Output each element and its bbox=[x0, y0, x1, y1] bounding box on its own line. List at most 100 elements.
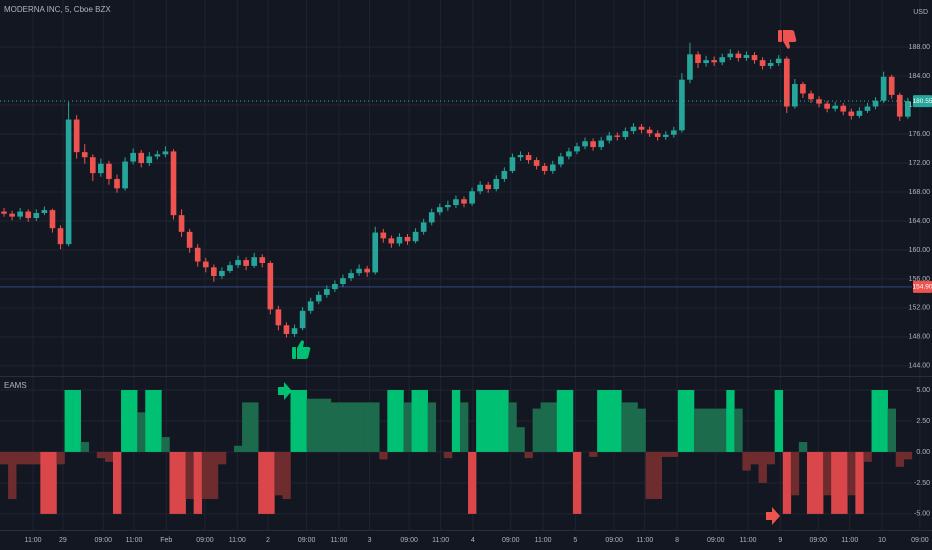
x-tick-label: 8 bbox=[675, 537, 679, 544]
buy-signal-icon bbox=[292, 340, 311, 359]
x-tick-label: 11:00 bbox=[25, 537, 42, 544]
y-tick-label: 184.00 bbox=[909, 73, 931, 80]
candle-body bbox=[638, 126, 645, 130]
histogram-bar bbox=[629, 402, 638, 452]
candle-body bbox=[356, 268, 362, 274]
histogram-bar bbox=[258, 451, 267, 514]
candle-body bbox=[9, 213, 15, 217]
candle-body bbox=[800, 84, 806, 94]
x-tick-label: 09:00 bbox=[196, 537, 214, 544]
histogram-bar bbox=[532, 408, 541, 452]
x-tick-label: 29 bbox=[59, 537, 67, 544]
candle-body bbox=[49, 210, 56, 229]
histogram-bar bbox=[782, 451, 792, 514]
histogram-bar bbox=[516, 427, 525, 452]
x-tick-label: 5 bbox=[573, 537, 577, 544]
histogram-bar bbox=[290, 390, 299, 452]
histogram-bar bbox=[564, 390, 574, 452]
candle-body bbox=[291, 328, 298, 334]
histogram-bar bbox=[572, 451, 582, 514]
candle-body bbox=[299, 310, 306, 329]
histogram-bar bbox=[322, 398, 332, 452]
histogram-bar bbox=[758, 451, 767, 483]
histogram-bar bbox=[40, 451, 49, 514]
histogram-bar bbox=[556, 390, 566, 452]
histogram-bar bbox=[774, 390, 784, 452]
candle-body bbox=[202, 261, 209, 268]
histogram-bar bbox=[379, 451, 388, 460]
y-tick-label: -5.00 bbox=[914, 511, 930, 518]
candle-body bbox=[840, 105, 847, 112]
y-tick-label: 152.00 bbox=[909, 305, 931, 312]
histogram-bar bbox=[613, 390, 622, 452]
candle-body bbox=[703, 60, 709, 64]
y-tick-label: 5.00 bbox=[916, 387, 930, 394]
histogram-bar bbox=[201, 451, 211, 500]
candle-body bbox=[775, 58, 782, 64]
x-tick-label: 11:00 bbox=[535, 537, 552, 544]
histogram-bar bbox=[419, 390, 428, 452]
candle-body bbox=[25, 211, 32, 219]
short-arrow bbox=[766, 507, 780, 525]
histogram-bar bbox=[0, 451, 9, 465]
candle-body bbox=[98, 163, 104, 174]
candle-body bbox=[558, 156, 564, 165]
x-tick-label: 09:00 bbox=[298, 537, 316, 544]
candle-body bbox=[848, 111, 855, 116]
histogram-bar bbox=[508, 402, 517, 452]
y-tick-label: 0.00 bbox=[916, 449, 930, 456]
histogram-bar bbox=[193, 451, 203, 514]
candle-body bbox=[89, 157, 96, 174]
candle-body bbox=[727, 53, 734, 58]
candle-body bbox=[259, 257, 266, 263]
candle-body bbox=[679, 79, 685, 131]
candle-body bbox=[469, 191, 475, 204]
histogram-bar bbox=[790, 451, 800, 496]
histogram-bar bbox=[298, 390, 307, 452]
y-tick-label: 148.00 bbox=[909, 334, 931, 341]
histogram-bar bbox=[242, 402, 251, 452]
candle-body bbox=[687, 54, 693, 80]
histogram-bar bbox=[540, 402, 550, 452]
candle-body bbox=[380, 232, 387, 239]
candle-body bbox=[614, 135, 621, 137]
histogram-bar bbox=[589, 451, 598, 457]
candle-body bbox=[711, 60, 717, 63]
histogram-bar bbox=[234, 445, 243, 452]
histogram-bar bbox=[185, 451, 194, 500]
candle-body bbox=[154, 154, 161, 157]
histogram-bar bbox=[742, 451, 751, 471]
candle-body bbox=[307, 301, 314, 311]
candle-body bbox=[194, 247, 201, 262]
candle-body bbox=[533, 160, 540, 166]
histogram-bar bbox=[338, 402, 348, 452]
histogram-bar bbox=[653, 451, 663, 500]
histogram-bar bbox=[677, 390, 687, 452]
histogram-bar bbox=[306, 398, 316, 452]
y-tick-label: 164.00 bbox=[909, 218, 931, 225]
histogram-bar bbox=[847, 451, 856, 496]
histogram-bar bbox=[855, 451, 864, 514]
histogram-bar bbox=[282, 451, 291, 500]
candle-body bbox=[178, 215, 185, 232]
candle-body bbox=[453, 199, 459, 206]
histogram-bar bbox=[355, 402, 364, 452]
candle-body bbox=[445, 205, 451, 208]
candle-body bbox=[566, 151, 572, 157]
histogram-bar bbox=[274, 451, 283, 496]
histogram-bar bbox=[750, 451, 759, 465]
histogram-bar bbox=[661, 451, 671, 457]
x-tick-label: 11:00 bbox=[636, 537, 653, 544]
histogram-bar bbox=[710, 408, 719, 452]
histogram-bar bbox=[145, 390, 154, 452]
histogram-bar bbox=[96, 451, 106, 459]
x-tick-label: 09:00 bbox=[911, 537, 929, 544]
histogram-bar bbox=[112, 451, 122, 514]
candle-body bbox=[388, 238, 395, 244]
candle-body bbox=[420, 222, 427, 232]
histogram-bar bbox=[476, 390, 485, 452]
histogram-bar bbox=[879, 390, 888, 452]
candle-body bbox=[436, 207, 443, 213]
candle-body bbox=[832, 105, 839, 109]
